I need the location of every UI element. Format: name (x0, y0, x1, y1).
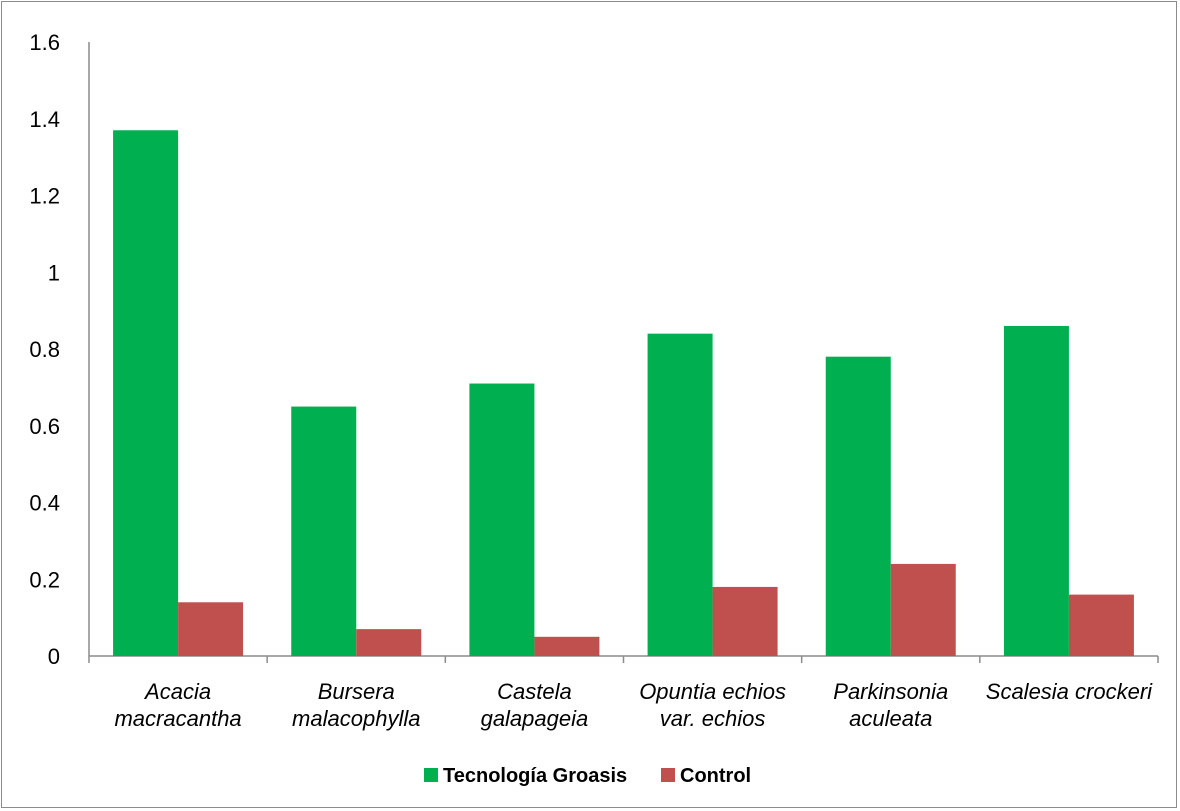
bar-tecnologia-groasis (1003, 325, 1069, 656)
x-category-label: Acacia (143, 679, 211, 704)
y-tick-label: 1.2 (29, 184, 60, 209)
y-tick-label: 1.6 (29, 30, 60, 55)
bar-control (890, 563, 956, 656)
bar-tecnologia-groasis (647, 333, 713, 656)
y-tick-label: 0.8 (29, 337, 60, 362)
x-category-label: var. echios (660, 706, 766, 731)
bar-control (534, 636, 600, 656)
legend-label: Control (680, 765, 751, 787)
bar-control (1068, 594, 1134, 656)
bar-tecnologia-groasis (825, 356, 891, 656)
x-category-label: Parkinsonia (833, 679, 948, 704)
bar-control (178, 602, 244, 656)
y-tick-label: 1 (48, 260, 60, 285)
y-tick-label: 0 (48, 644, 60, 669)
y-tick-label: 0.2 (29, 567, 60, 592)
legend-label: Tecnología Groasis (443, 765, 627, 787)
x-category-label: Castela (497, 679, 572, 704)
x-category-label: macracantha (114, 706, 241, 731)
bar-control (712, 586, 778, 656)
x-category-label: aculeata (849, 706, 932, 731)
bar-tecnologia-groasis (113, 130, 179, 656)
bar-control (356, 629, 422, 656)
x-category-label: Bursera (318, 679, 395, 704)
y-tick-label: 0.4 (29, 491, 60, 516)
legend: Tecnología Groasis Control (424, 765, 751, 787)
bar-tecnologia-groasis (469, 383, 535, 656)
bars (113, 130, 1134, 656)
x-category-label: malacophylla (292, 706, 420, 731)
x-category-label: Scalesia crockeri (986, 679, 1153, 704)
y-tick-label: 0.6 (29, 414, 60, 439)
y-tick-label: 1.4 (29, 107, 60, 132)
x-category-label: galapageia (481, 706, 589, 731)
legend-swatch (424, 768, 438, 782)
bar-tecnologia-groasis (291, 406, 357, 656)
y-axis: 0 0.2 0.4 0.6 0.8 1 1.2 1.4 1.6 (29, 30, 90, 669)
legend-swatch (661, 768, 675, 782)
x-category-label: Opuntia echios (639, 679, 786, 704)
